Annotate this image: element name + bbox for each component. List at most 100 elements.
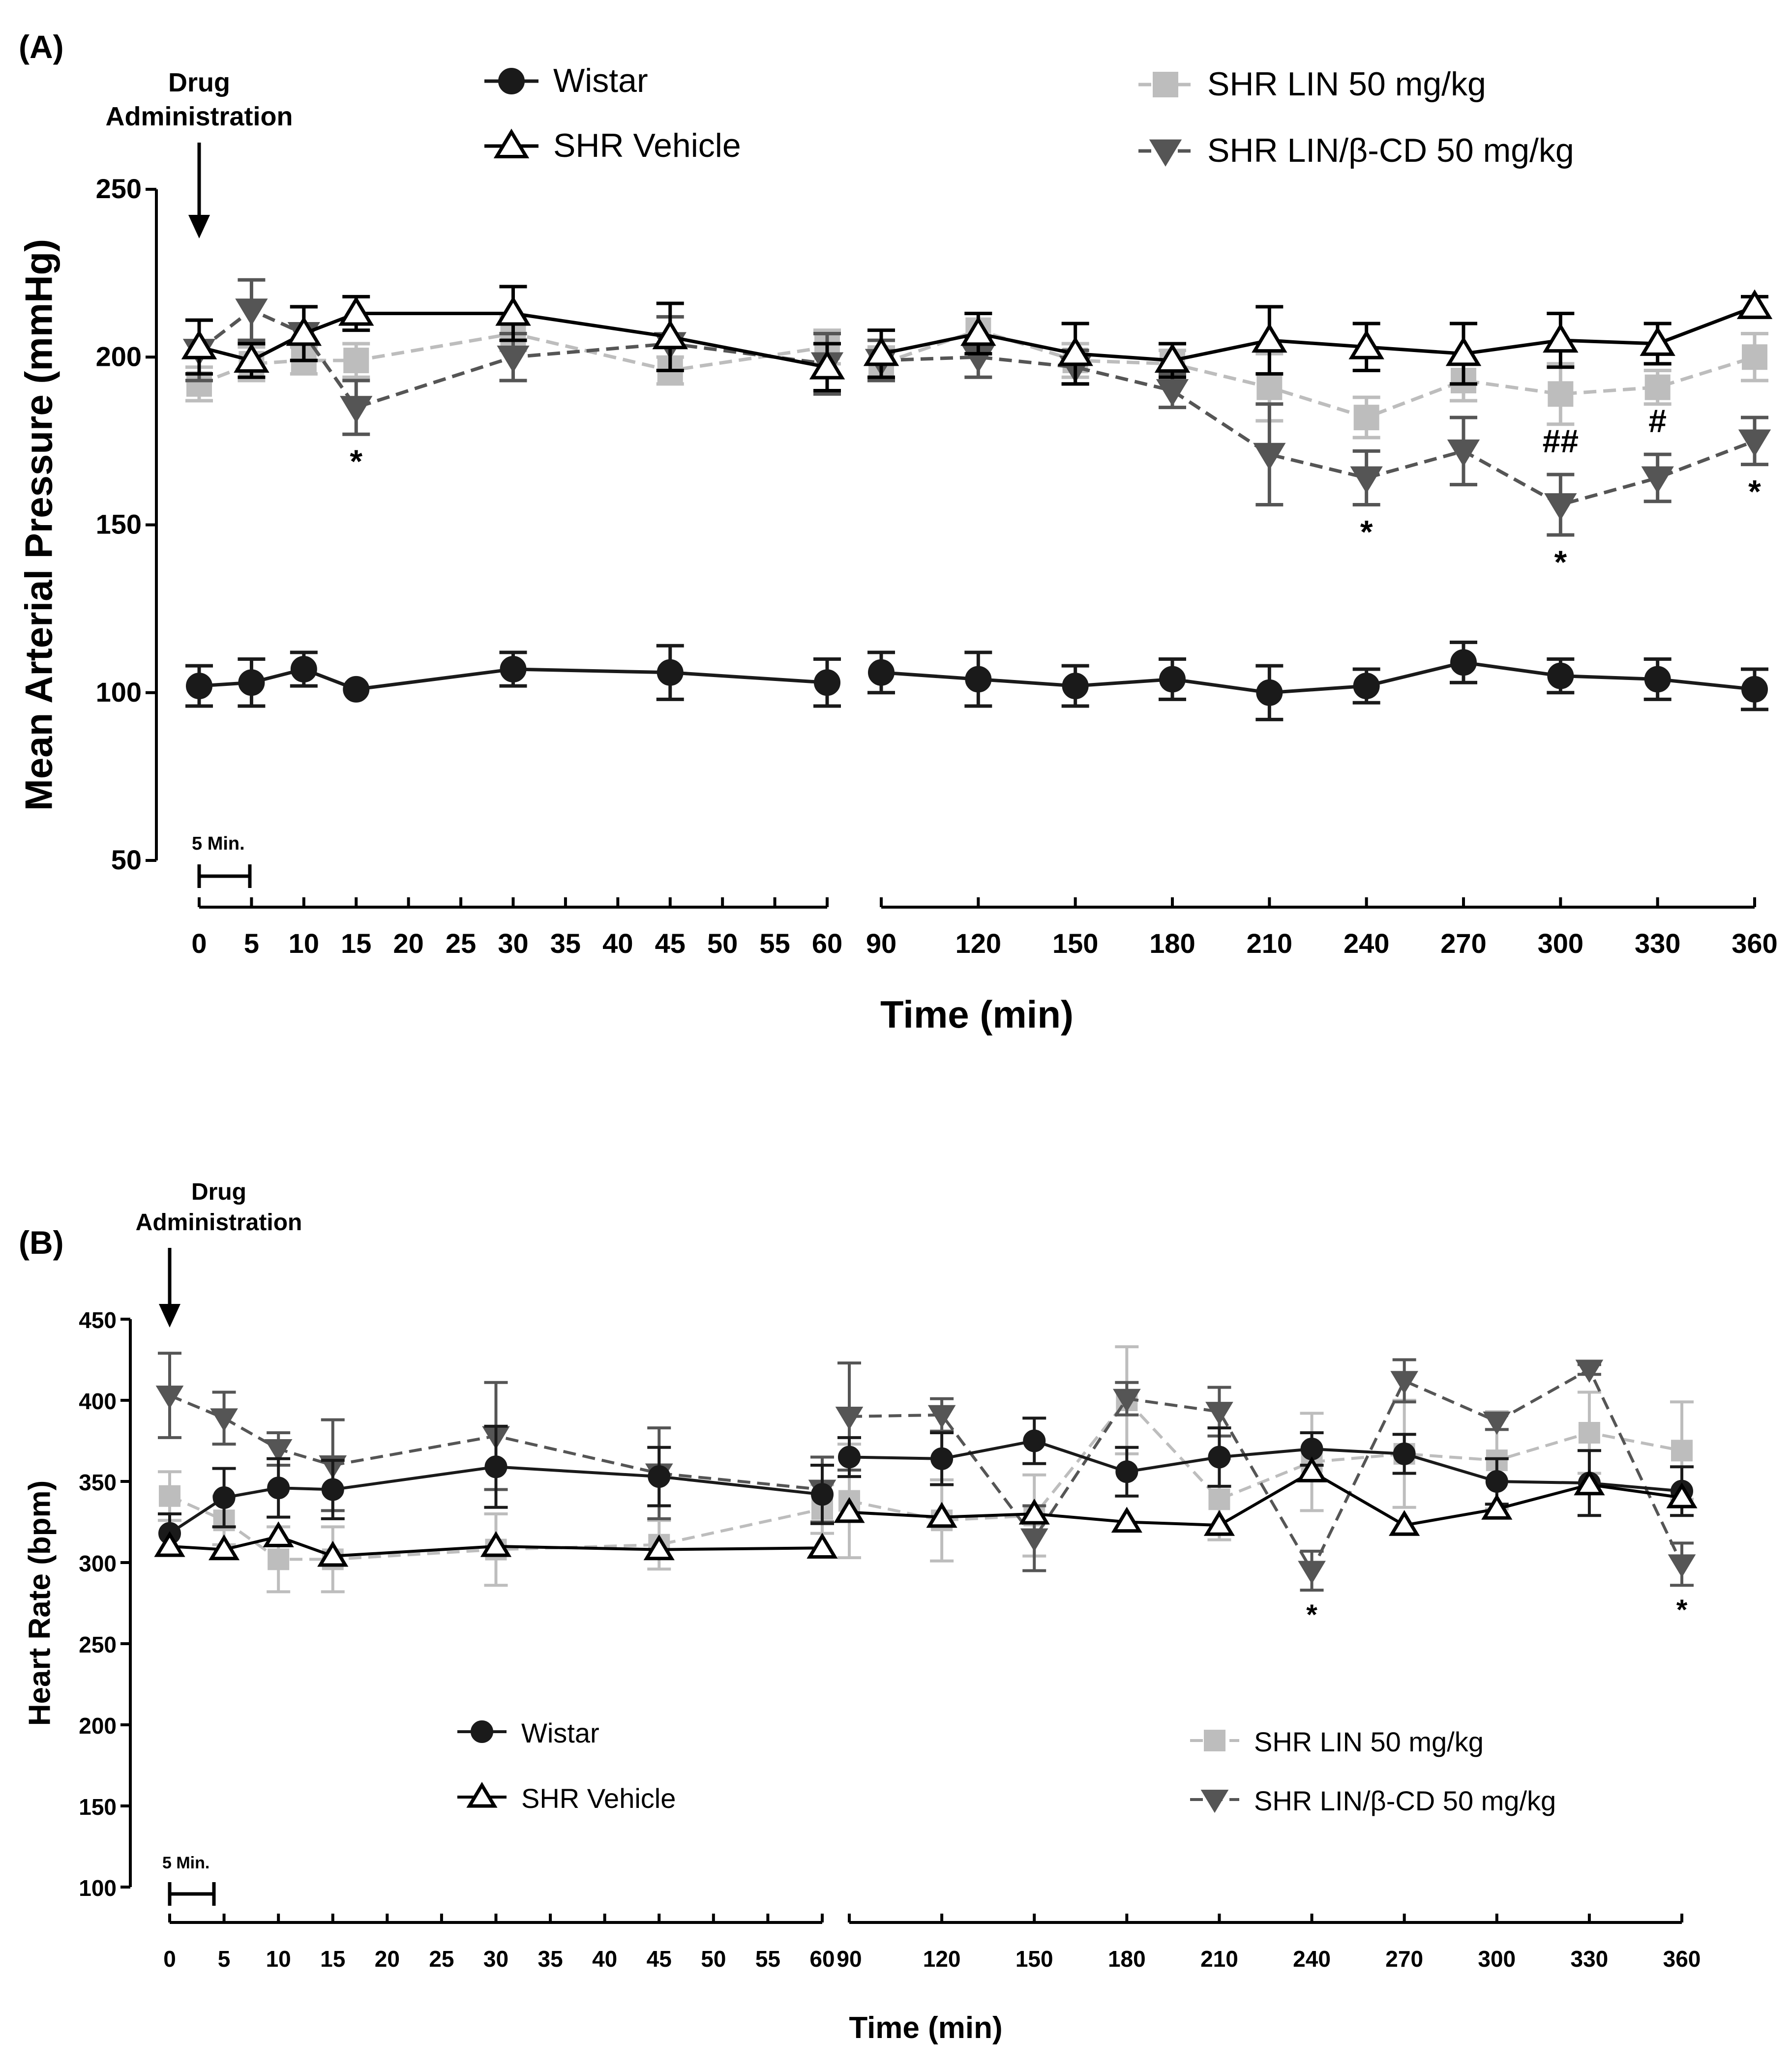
legend-marker: [1149, 139, 1182, 167]
series-wistar: [185, 640, 1768, 721]
data-point: [811, 1483, 834, 1506]
x-tick-label: 30: [483, 1946, 508, 1972]
data-point: [965, 666, 992, 693]
x-tick-label: 150: [1052, 928, 1098, 959]
data-point: [321, 1478, 344, 1501]
legend-marker: [1204, 1730, 1225, 1751]
data-point: [1390, 1371, 1418, 1394]
x-tick-label: 270: [1385, 1946, 1423, 1972]
data-point: [1156, 379, 1189, 407]
data-point: [1020, 1528, 1048, 1552]
y-tick-label: 150: [96, 509, 142, 540]
x-tick-label: 120: [956, 928, 1001, 959]
data-point: [500, 655, 527, 682]
scale-bar-label: 5 Min.: [192, 833, 245, 854]
y-axis-title: Heart Rate (bpm): [23, 1480, 57, 1726]
data-point: [267, 1477, 290, 1500]
y-tick-label: 250: [96, 173, 142, 204]
data-point: [495, 296, 531, 326]
x-tick-label: 15: [341, 928, 371, 959]
x-tick-label: 10: [266, 1946, 291, 1972]
data-point: [1348, 329, 1384, 359]
legend-label: SHR Vehicle: [553, 127, 741, 164]
x-tick-label: 5: [218, 1946, 231, 1972]
data-point: [1256, 679, 1283, 706]
legend-entry: Wistar: [484, 62, 648, 99]
x-tick-label: 50: [707, 928, 738, 959]
x-tick-label: 60: [809, 1946, 835, 1972]
data-point: [343, 348, 369, 374]
series-line-segment-2: [849, 1470, 1682, 1527]
y-tick-label: 100: [96, 677, 142, 708]
legend-entry: Wistar: [457, 1717, 599, 1748]
data-point: [1671, 1440, 1693, 1462]
data-point: [1159, 666, 1186, 693]
data-point: [1057, 336, 1093, 366]
data-point: [1298, 1561, 1326, 1584]
data-point: [652, 319, 688, 350]
data-point: [1203, 1510, 1235, 1536]
data-point: [1447, 439, 1480, 467]
legend-entry: SHR Vehicle: [484, 127, 741, 164]
drug-arrow-head: [159, 1304, 180, 1328]
significance-marker: *: [1748, 473, 1761, 510]
legend-marker: [466, 1781, 498, 1808]
data-point: [1353, 673, 1380, 700]
data-point: [1644, 666, 1671, 693]
drug-arrow-head: [188, 215, 210, 238]
data-point: [1544, 493, 1577, 521]
x-tick-label: 35: [550, 928, 581, 959]
annotation-line-1: Drug: [168, 68, 230, 97]
data-point: [1483, 1411, 1511, 1435]
data-point: [868, 659, 895, 686]
y-tick-label: 150: [79, 1794, 117, 1820]
series-line-segment-2: [880, 328, 1756, 419]
x-tick-label: 330: [1635, 928, 1680, 959]
data-point: [809, 350, 845, 380]
x-tick-label: 50: [701, 1946, 726, 1972]
scale-bar-label: 5 Min.: [162, 1854, 209, 1872]
data-point: [340, 396, 373, 423]
x-tick-label: 360: [1663, 1946, 1701, 1972]
series-wistar: [158, 1417, 1694, 1555]
data-point: [834, 1497, 865, 1523]
data-point: [1350, 466, 1383, 494]
data-point: [1578, 1422, 1600, 1444]
annotation-line-1: Drug: [191, 1179, 246, 1205]
data-point: [657, 659, 684, 686]
data-point: [930, 1447, 954, 1470]
data-point: [497, 345, 530, 373]
x-tick-label: 180: [1108, 1946, 1146, 1972]
data-point: [1640, 326, 1675, 356]
data-point: [814, 669, 840, 696]
x-tick-label: 180: [1149, 928, 1195, 959]
data-point: [1296, 1456, 1328, 1482]
legend-label: SHR Vehicle: [521, 1783, 676, 1814]
data-point: [648, 1465, 671, 1488]
data-point: [643, 1534, 675, 1561]
data-point: [263, 1521, 294, 1547]
data-point: [1741, 676, 1768, 703]
data-point: [480, 1531, 512, 1557]
legend-label: SHR LIN/β-CD 50 mg/kg: [1207, 132, 1574, 169]
panel-a: (A)DrugAdministration50100150200250Mean …: [17, 29, 1778, 1036]
x-tick-label: 90: [836, 1946, 862, 1972]
panel-b: (B)DrugAdministration1001502002503003504…: [19, 1179, 1701, 2045]
data-point: [268, 1548, 290, 1570]
annotation-line-2: Administration: [136, 1210, 302, 1236]
legend-label: SHR LIN 50 mg/kg: [1207, 65, 1486, 103]
legend-label: Wistar: [553, 62, 648, 99]
significance-marker: *: [1360, 514, 1373, 550]
x-tick-label: 55: [759, 928, 790, 959]
data-point: [212, 1486, 236, 1509]
data-point: [1256, 374, 1283, 400]
data-point: [1575, 1359, 1604, 1383]
data-point: [1641, 466, 1674, 494]
legend-marker: [498, 68, 525, 94]
legend-entry: SHR LIN/β-CD 50 mg/kg: [1138, 132, 1574, 169]
series-shr-vehicle: [154, 1456, 1698, 1567]
x-tick-label: 150: [1015, 1946, 1053, 1972]
data-point: [926, 1502, 957, 1528]
x-tick-label: 20: [393, 928, 424, 959]
